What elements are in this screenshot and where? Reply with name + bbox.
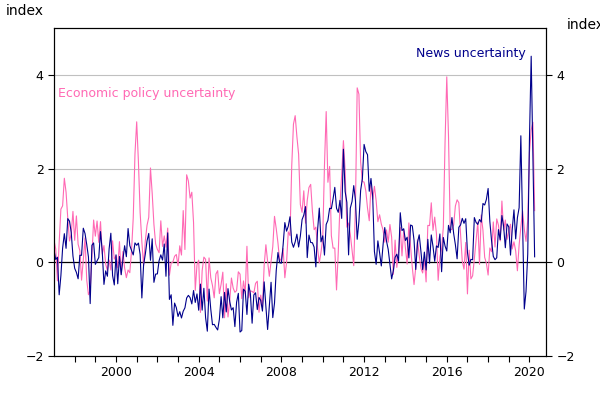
Text: News uncertainty: News uncertainty bbox=[416, 47, 526, 60]
Text: Economic policy uncertainty: Economic policy uncertainty bbox=[58, 87, 236, 100]
Y-axis label: index: index bbox=[5, 4, 43, 18]
Y-axis label: index: index bbox=[566, 18, 600, 32]
